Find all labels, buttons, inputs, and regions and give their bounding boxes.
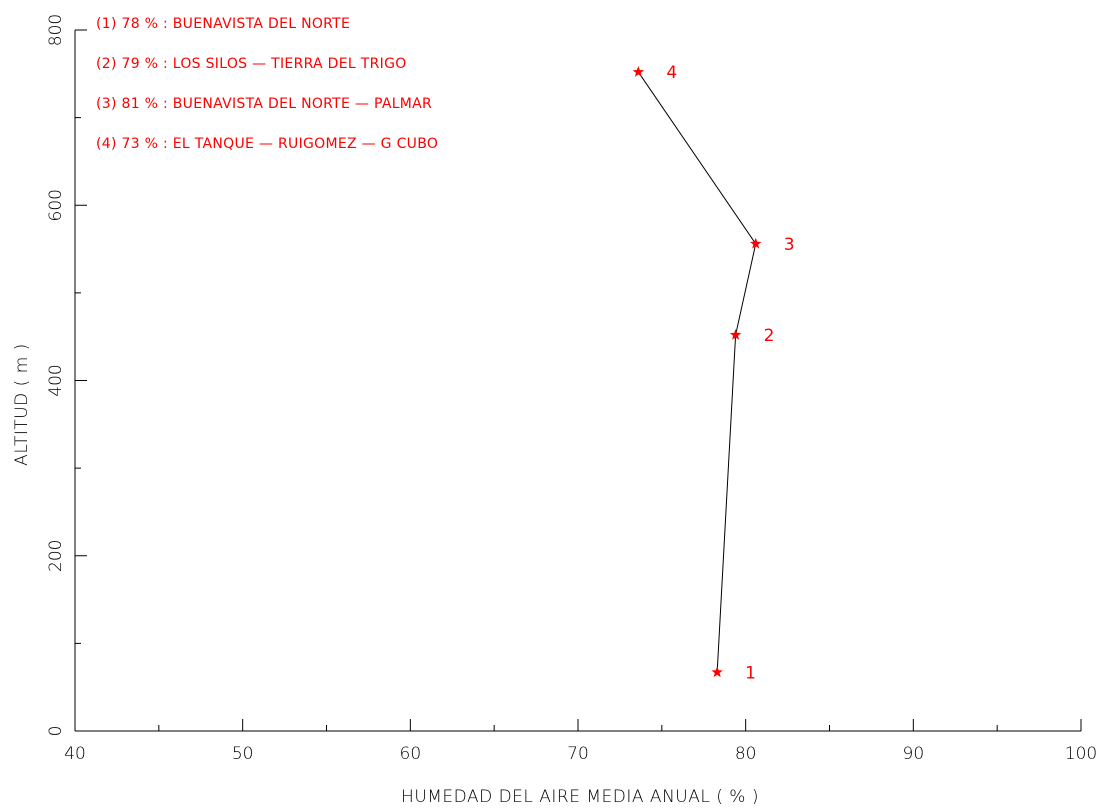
axes: 40 50 60 70 80 90 100 0 200 400 600 800: [46, 14, 1097, 764]
x-axis-title: HUMEDAD DEL AIRE MEDIA ANUAL ( % ): [401, 787, 759, 807]
x-tick-label: 100: [1065, 744, 1097, 764]
y-tick-label: 800: [46, 14, 66, 46]
x-tick-label: 40: [64, 744, 86, 764]
x-tick-label: 70: [567, 744, 589, 764]
data-point-label: 3: [784, 235, 795, 255]
x-tick-label: 50: [232, 744, 254, 764]
legend-entry: (3) 81 % : BUENAVISTA DEL NORTE — PALMAR: [96, 96, 432, 112]
data-point-marker: [632, 66, 645, 77]
data-point-label: 2: [764, 326, 775, 346]
x-tick-label: 80: [735, 744, 757, 764]
data-series: 1 2 3 4: [632, 63, 795, 683]
x-tick-label: 60: [400, 744, 422, 764]
legend-entry: (4) 73 % : EL TANQUE — RUIGOMEZ — G CUBO: [96, 136, 438, 152]
y-axis-title: ALTITUD ( m ): [12, 343, 32, 466]
y-tick-label: 200: [46, 540, 66, 572]
data-point-marker: [750, 237, 762, 249]
series-line: [637, 71, 757, 673]
y-tick-label: 400: [46, 364, 66, 396]
legend: (1) 78 % : BUENAVISTA DEL NORTE (2) 79 % …: [96, 16, 438, 152]
data-point-label: 4: [666, 63, 677, 83]
data-point-marker: [711, 666, 723, 678]
legend-entry: (2) 79 % : LOS SILOS — TIERRA DEL TRIGO: [96, 56, 407, 72]
legend-entry: (1) 78 % : BUENAVISTA DEL NORTE: [96, 16, 350, 32]
y-tick-label: 0: [46, 726, 66, 737]
data-point-marker: [729, 328, 742, 340]
y-tick-label: 600: [46, 189, 66, 221]
data-point-label: 1: [745, 663, 756, 683]
x-tick-label: 90: [903, 744, 925, 764]
